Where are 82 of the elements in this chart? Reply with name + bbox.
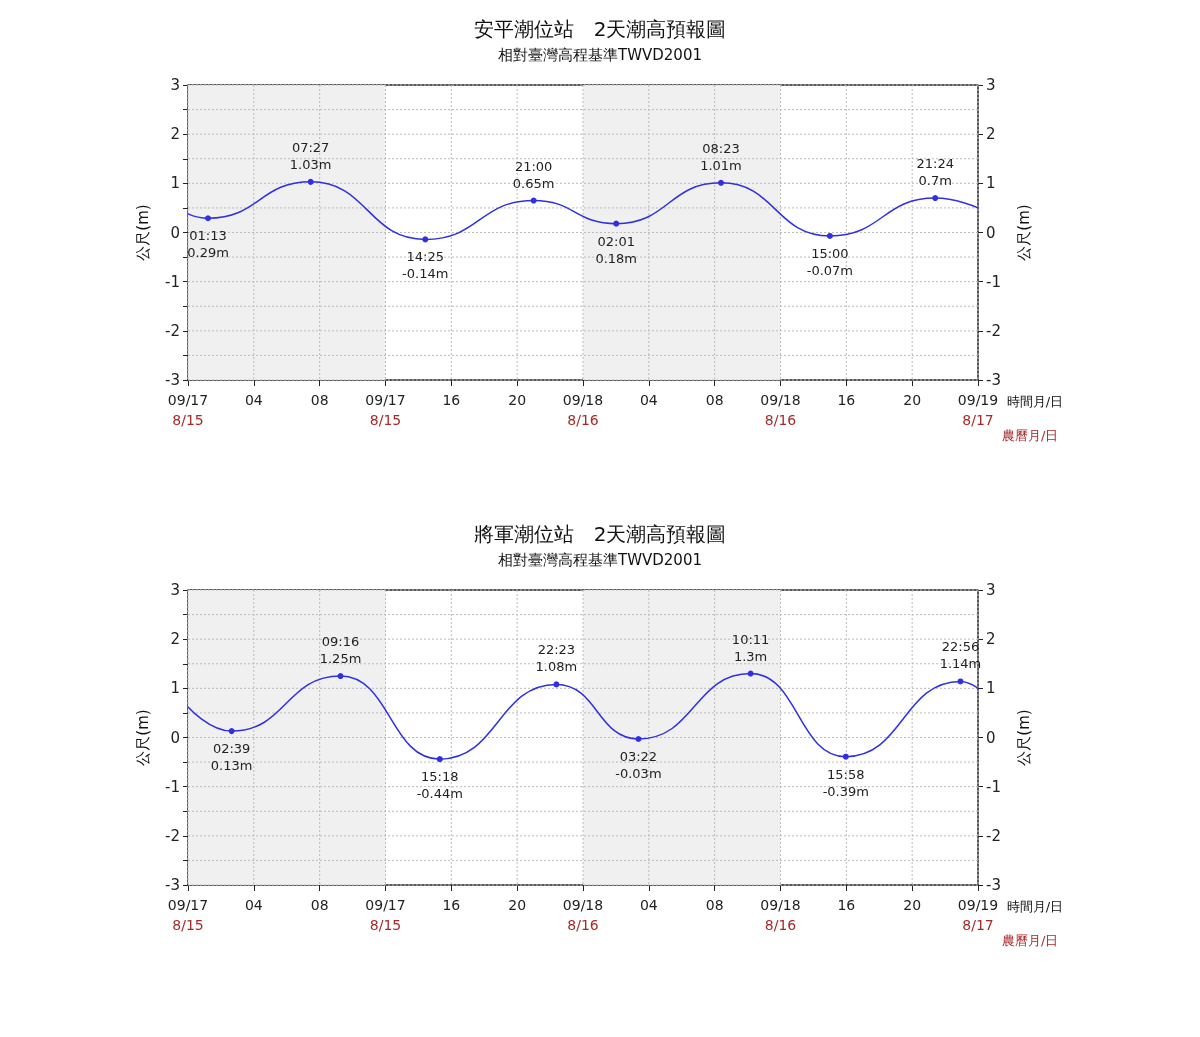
- data-label: 22:56 1.14m: [939, 639, 982, 672]
- x-tick-label: 09/18 8/16: [760, 392, 801, 428]
- data-label: 02:39 0.13m: [210, 741, 253, 774]
- y2-axis-title: 公尺(m): [1014, 204, 1033, 261]
- y-tick-label: -3: [165, 371, 180, 389]
- y2-tick-label: -2: [986, 321, 1001, 340]
- x-tick-label: 16: [442, 392, 461, 408]
- y2-tick-label: -2: [986, 826, 1001, 845]
- y2-tick-label: 2: [986, 630, 996, 649]
- x-tick-label: 09/17 8/15: [365, 392, 406, 428]
- chart-title: 安平潮位站 2天潮高預報圖: [473, 17, 727, 41]
- x-tick-label: 09/17 8/15: [365, 897, 406, 933]
- data-label: 09:16 1.25m: [319, 634, 362, 667]
- y-tick-label: 2: [170, 630, 180, 649]
- x-tick-label: 04: [639, 392, 658, 408]
- y2-tick-label: 3: [986, 76, 996, 94]
- data-label: 08:23 1.01m: [700, 140, 742, 173]
- data-label: 03:22 -0.03m: [615, 748, 662, 781]
- data-label: 10:11 1.3m: [731, 631, 770, 664]
- y-tick-label: 0: [170, 728, 180, 747]
- x-tick-label: 09/17 8/15: [167, 897, 209, 933]
- y2-tick-label: 2: [986, 125, 996, 144]
- chart-subtitle: 相對臺灣高程基準TWVD2001: [498, 550, 702, 569]
- y2-tick-label: -1: [986, 777, 1001, 796]
- x-tick-label: 16: [442, 897, 461, 913]
- data-label: 15:18 -0.44m: [416, 769, 463, 802]
- y-tick-label: 2: [170, 125, 180, 144]
- data-label: 14:25 -0.14m: [402, 249, 449, 282]
- x-tick-label: 09/18 8/16: [760, 897, 801, 933]
- text: 農曆月/日: [1002, 428, 1059, 443]
- x-tick-label: 09/19 8/17: [957, 392, 999, 428]
- y-tick-label: 0: [170, 223, 180, 242]
- x-tick-label: 04: [244, 897, 263, 913]
- data-label: 02:01 0.18m: [595, 233, 637, 266]
- x-axis-title: 時間月/日: [1006, 899, 1064, 914]
- x-tick-label: 16: [837, 392, 856, 408]
- chart-subtitle: 相對臺灣高程基準TWVD2001: [498, 45, 702, 64]
- data-label: 21:24 0.7m: [916, 156, 954, 189]
- x-tick-label: 09/19 8/17: [957, 897, 999, 933]
- y2-tick-label: -3: [986, 371, 1001, 389]
- y-tick-label: -1: [165, 272, 180, 291]
- y2-tick-label: -3: [986, 876, 1001, 894]
- y-axis-title: 公尺(m): [133, 204, 152, 261]
- y2-tick-label: 0: [986, 728, 996, 747]
- y-tick-label: -3: [165, 876, 180, 894]
- x-tick-label: 16: [837, 897, 856, 913]
- y-tick-label: 3: [170, 76, 180, 94]
- x-tick-label: 08: [310, 897, 329, 913]
- y2-tick-label: -1: [986, 272, 1001, 291]
- y2-axis-title: 公尺(m): [1014, 709, 1033, 766]
- y-axis-title: 公尺(m): [133, 709, 152, 766]
- x-tick-label: 20: [903, 392, 922, 408]
- chart-title: 將軍潮位站 2天潮高預報圖: [473, 522, 727, 546]
- x-tick-label: 08: [310, 392, 329, 408]
- data-label: 22:23 1.08m: [535, 642, 578, 675]
- y2-tick-label: 1: [986, 679, 996, 698]
- data-label: 21:00 0.65m: [512, 158, 555, 191]
- data-label: 01:13 0.29m: [187, 228, 229, 261]
- x-tick-label: 20: [903, 897, 922, 913]
- y-tick-label: -2: [165, 321, 180, 340]
- y2-tick-label: 1: [986, 174, 996, 193]
- x-tick-label: 20: [508, 897, 527, 913]
- data-label: 07:27 1.03m: [289, 139, 332, 172]
- y-tick-label: 1: [170, 174, 180, 193]
- x-tick-label: 04: [639, 897, 658, 913]
- text: 農曆月/日: [1002, 933, 1059, 948]
- x-axis-title: 時間月/日: [1006, 394, 1064, 409]
- x-tick-label: 20: [508, 392, 527, 408]
- y2-tick-label: 3: [986, 581, 996, 599]
- data-label: 15:00 -0.07m: [806, 245, 854, 278]
- x-tick-label: 04: [244, 392, 263, 408]
- x-tick-label: 09/17 8/15: [167, 392, 209, 428]
- y-tick-label: 1: [170, 679, 180, 698]
- x-tick-label: 08: [705, 392, 724, 408]
- y-tick-label: -2: [165, 826, 180, 845]
- y-tick-label: 3: [170, 581, 180, 599]
- y2-tick-label: 0: [986, 223, 996, 242]
- x-tick-label: 08: [705, 897, 724, 913]
- data-label: 15:58 -0.39m: [822, 766, 869, 799]
- x-tick-label: 09/18 8/16: [562, 897, 604, 933]
- y-tick-label: -1: [165, 777, 180, 796]
- x-tick-label: 09/18 8/16: [562, 392, 604, 428]
